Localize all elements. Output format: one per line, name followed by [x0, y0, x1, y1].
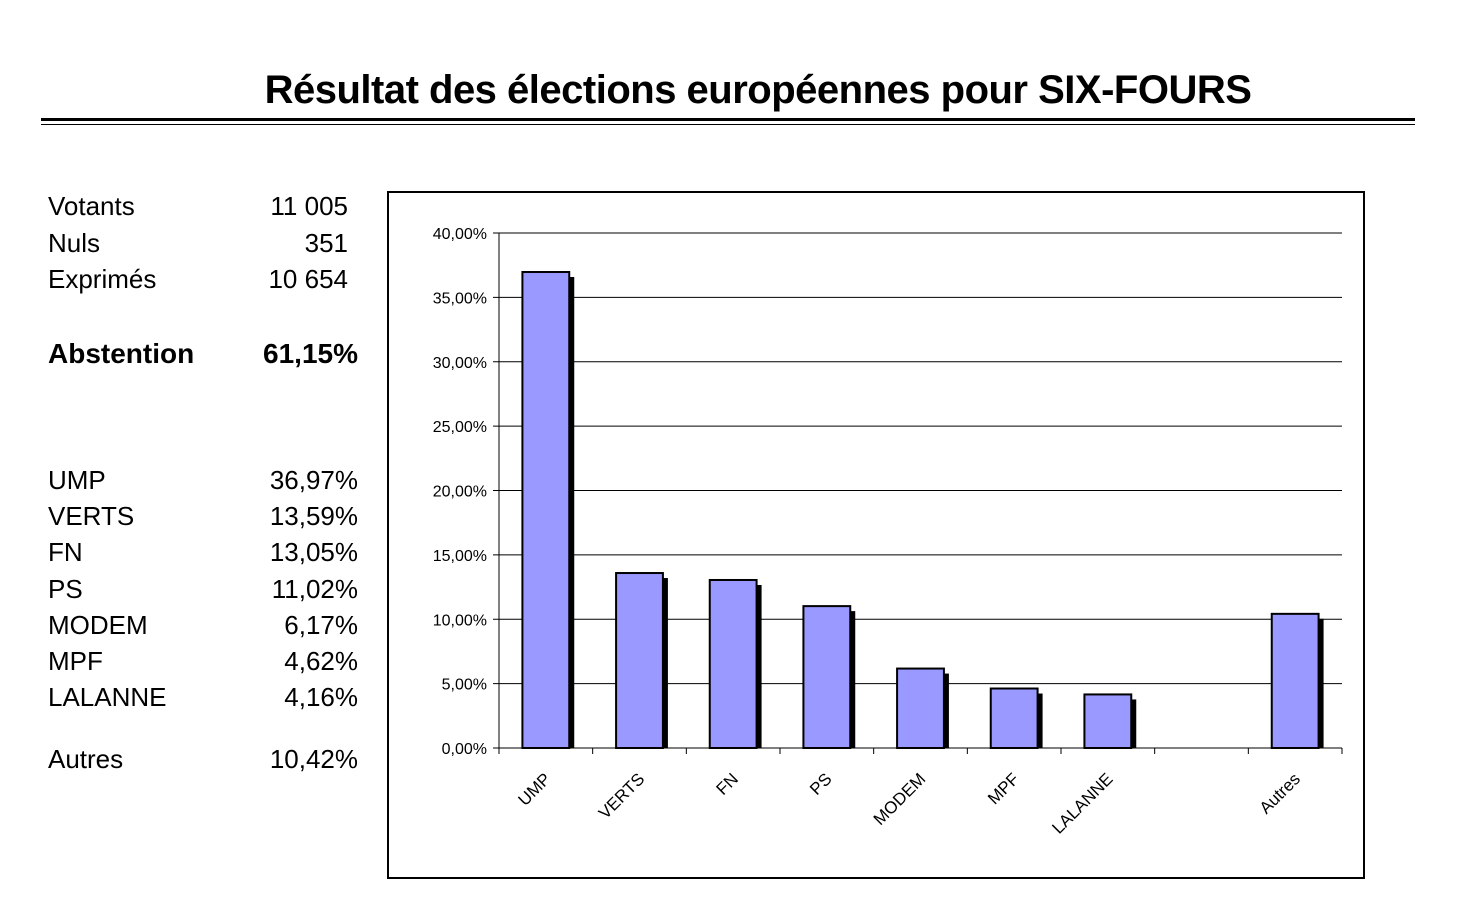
- stat-label: Votants: [48, 191, 135, 221]
- result-label: LALANNE: [48, 682, 167, 712]
- result-row-ps: PS 11,02%: [48, 571, 358, 607]
- result-label: FN: [48, 537, 83, 567]
- x-tick-label: LALANNE: [1048, 769, 1116, 837]
- title-rule-thick: [41, 118, 1415, 121]
- bar: [989, 687, 1039, 749]
- result-label: PS: [48, 574, 83, 604]
- bar: [708, 578, 758, 750]
- bar: [896, 667, 945, 749]
- x-tick-label: VERTS: [595, 769, 648, 822]
- result-row-mpf: MPF 4,62%: [48, 643, 358, 679]
- x-tick-label: UMP: [515, 769, 555, 809]
- title-rule-thin: [41, 124, 1415, 125]
- bar: [1083, 693, 1133, 750]
- x-tick-label: MPF: [984, 769, 1023, 808]
- result-value: 13,59%: [269, 501, 358, 531]
- x-tick-label: FN: [713, 769, 742, 798]
- stat-label: Nuls: [48, 228, 101, 258]
- y-tick-label: 40,00%: [433, 226, 487, 243]
- y-tick-label: 0,00%: [442, 741, 487, 758]
- stat-value: 10 654: [268, 264, 348, 294]
- result-value: 36,97%: [269, 465, 358, 495]
- stat-value: 351: [304, 228, 348, 258]
- result-value: 4,62%: [284, 646, 358, 676]
- stat-row-exprimes: Exprimés 10 654: [48, 261, 358, 297]
- abstention-value: 61,15%: [263, 338, 358, 369]
- stat-label: Exprimés: [48, 264, 157, 294]
- x-tick-label: PS: [806, 769, 835, 798]
- stat-value: 11 005: [270, 191, 348, 221]
- result-row-verts: VERTS 13,59%: [48, 498, 358, 534]
- result-row-fn: FN 13,05%: [48, 534, 358, 570]
- bar: [615, 572, 664, 749]
- result-value: 10,42%: [269, 744, 358, 774]
- result-row-modem: MODEM 6,17%: [48, 607, 358, 643]
- y-tick-label: 5,00%: [442, 677, 487, 694]
- y-tick-label: 30,00%: [433, 355, 487, 372]
- result-row-ump: UMP 36,97%: [48, 462, 358, 498]
- result-label: UMP: [48, 465, 106, 495]
- y-tick-label: 25,00%: [433, 419, 487, 436]
- result-label: VERTS: [48, 501, 135, 531]
- bar-chart: 0,00% 5,00% 10,00% 15,00% 20,00% 25,00% 30,00%…: [433, 226, 1343, 838]
- result-label: Autres: [48, 744, 124, 774]
- result-value: 13,05%: [269, 537, 358, 567]
- y-tick-label: 20,00%: [433, 484, 487, 501]
- result-value: 11,02%: [271, 574, 358, 604]
- result-value: 4,16%: [284, 682, 358, 712]
- x-tick-label: Autres: [1256, 769, 1304, 817]
- abstention-label: Abstention: [48, 338, 195, 369]
- result-label: MPF: [48, 646, 103, 676]
- result-row-lalanne: LALANNE 4,16%: [48, 679, 358, 715]
- bar: [521, 271, 571, 749]
- y-tick-label: 15,00%: [433, 548, 487, 565]
- bar: [802, 605, 852, 749]
- y-tick-label: 35,00%: [433, 290, 487, 307]
- y-tick-label: 10,00%: [433, 612, 487, 629]
- result-label: MODEM: [48, 610, 148, 640]
- result-value: 6,17%: [284, 610, 358, 640]
- stat-row-votants: Votants 11 005: [48, 188, 358, 224]
- stat-row-abstention: Abstention 61,15%: [48, 336, 358, 372]
- stat-row-nuls: Nuls 351: [48, 225, 358, 261]
- bar: [1270, 612, 1320, 749]
- result-row-autres: Autres 10,42%: [48, 741, 358, 777]
- page-title: Résultat des élections européennes pour …: [264, 68, 1252, 112]
- x-tick-label: MODEM: [870, 769, 930, 829]
